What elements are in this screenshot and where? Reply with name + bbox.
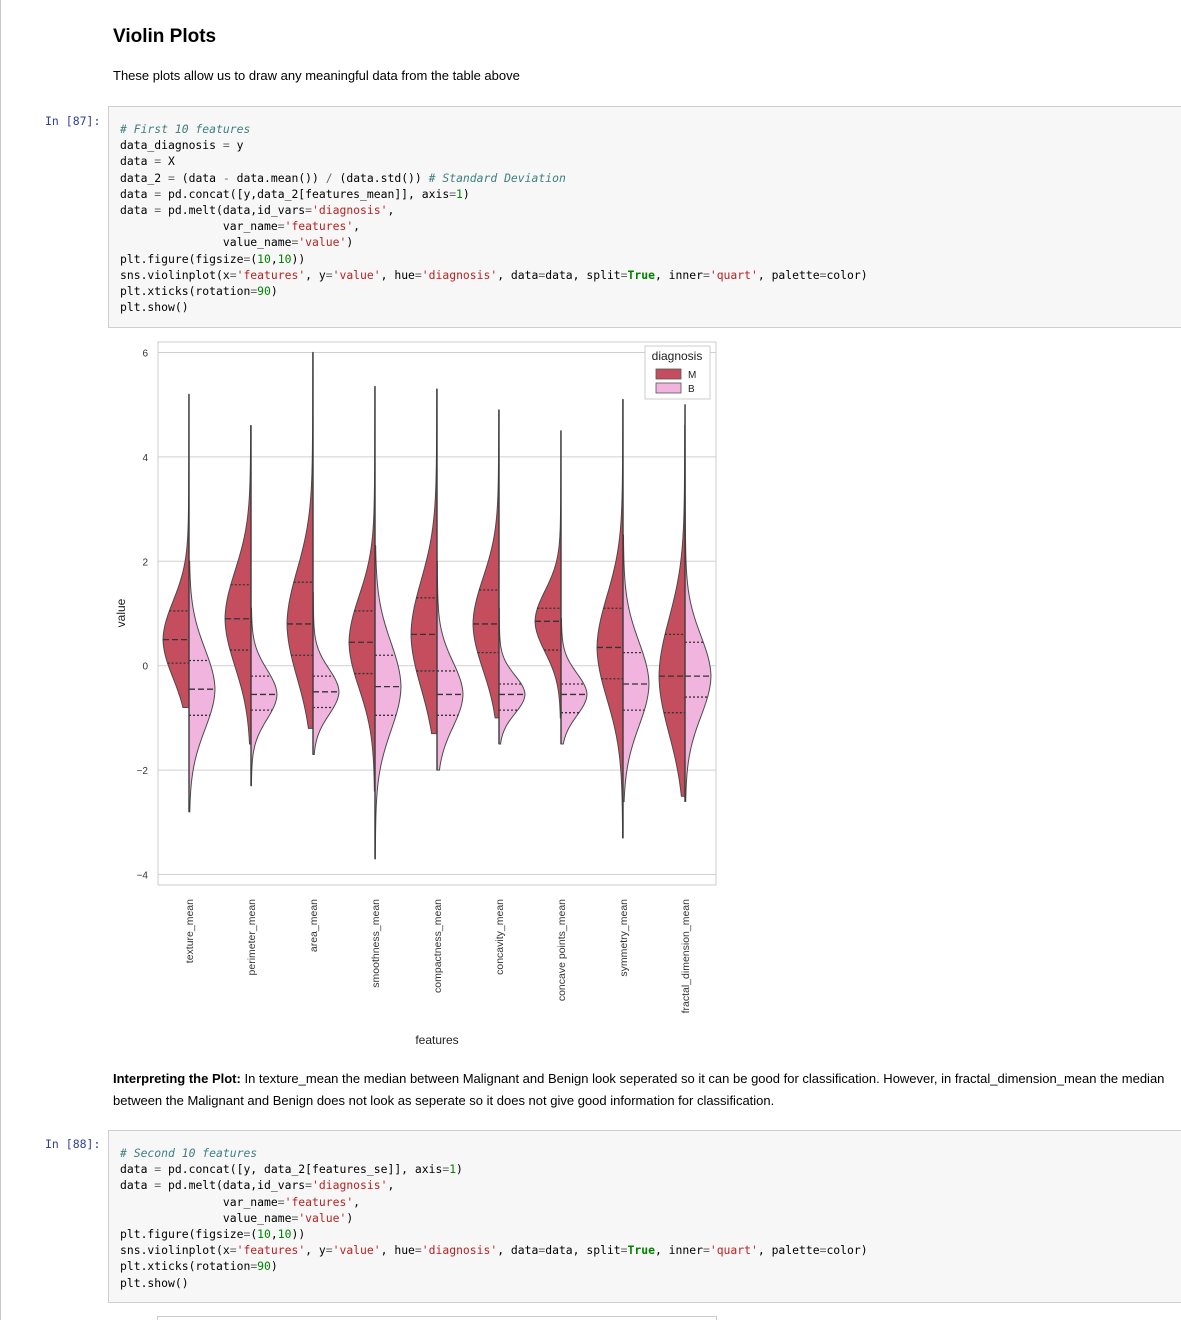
- code-line[interactable]: var_name='features',: [120, 1194, 361, 1209]
- y-tick-label: 4: [142, 453, 148, 464]
- cell-prompt-88: In [88]:: [45, 1137, 101, 1151]
- code-editor-87[interactable]: # First 10 features data_diagnosis = y d…: [109, 107, 1181, 315]
- code-line[interactable]: plt.xticks(rotation=90): [120, 1259, 278, 1274]
- x-tick-label: compactness_mean: [432, 899, 444, 993]
- code-cell-87[interactable]: # First 10 features data_diagnosis = y d…: [108, 106, 1181, 328]
- code-line[interactable]: plt.show(): [120, 300, 189, 315]
- y-tick-label: 0: [142, 662, 148, 673]
- cell-prompt-87: In [87]:: [45, 114, 101, 128]
- code-line[interactable]: plt.xticks(rotation=90): [120, 284, 278, 299]
- code-line[interactable]: sns.violinplot(x='features', y='value', …: [120, 267, 868, 282]
- code-line[interactable]: # First 10 features: [120, 122, 251, 136]
- violin-half-B: [188, 560, 216, 813]
- y-tick-label: −2: [137, 766, 149, 777]
- violin-half-B: [560, 618, 588, 745]
- legend: diagnosis MB: [644, 345, 711, 400]
- code-line[interactable]: # Second 10 features: [120, 1146, 258, 1160]
- x-tick-label: area_mean: [308, 899, 320, 952]
- y-tick-label: −4: [137, 871, 149, 882]
- legend-label-B: B: [688, 384, 695, 395]
- code-line[interactable]: plt.figure(figsize=(10,10)): [120, 251, 306, 266]
- interpretation-label: Interpreting the Plot:: [113, 1071, 241, 1086]
- violin-fractal_dimension_mean: [658, 404, 712, 802]
- code-line[interactable]: data = pd.melt(data,id_vars='diagnosis',: [120, 1178, 395, 1193]
- x-axis-label: features: [415, 1033, 458, 1047]
- violin-smoothness_mean: [348, 385, 402, 860]
- violin-texture_mean: [162, 393, 216, 813]
- code-line[interactable]: value_name='value'): [120, 1210, 354, 1225]
- notebook-left-border: [0, 0, 1, 1320]
- code-line[interactable]: value_name='value'): [120, 235, 354, 250]
- code-line[interactable]: data = pd.melt(data,id_vars='diagnosis',: [120, 203, 395, 218]
- violin-half-B: [250, 607, 278, 787]
- x-tick-label: concave points_mean: [556, 899, 568, 1001]
- legend-swatch-B: [655, 382, 682, 394]
- code-cell-88[interactable]: # Second 10 features data = pd.concat([y…: [108, 1130, 1181, 1303]
- violin-half-B: [622, 534, 650, 802]
- legend-title: diagnosis: [652, 349, 703, 363]
- code-line[interactable]: data_2 = (data - data.mean()) / (data.st…: [120, 170, 566, 185]
- legend-label-M: M: [688, 370, 696, 381]
- violin-concavity_mean: [472, 409, 526, 745]
- code-line[interactable]: data_diagnosis = y: [120, 138, 244, 153]
- code-line[interactable]: data = pd.concat([y, data_2[features_se]…: [120, 1162, 463, 1177]
- x-tick-label: fractal_dimension_mean: [680, 899, 692, 1014]
- x-tick-label: texture_mean: [184, 899, 196, 963]
- violin-half-M: [224, 425, 252, 745]
- code-line[interactable]: sns.violinplot(x='features', y='value', …: [120, 1243, 868, 1258]
- violin-half-B: [374, 545, 402, 860]
- next-plot-frame: [157, 1316, 717, 1320]
- violin-concave-points_mean: [534, 430, 588, 745]
- code-line[interactable]: plt.figure(figsize=(10,10)): [120, 1227, 306, 1242]
- violin-area_mean: [286, 351, 340, 755]
- interpretation-text: In texture_mean the median between Malig…: [113, 1071, 1165, 1108]
- violin-compactness_mean: [410, 388, 464, 771]
- y-tick-label: 2: [142, 557, 148, 568]
- code-editor-88[interactable]: # Second 10 features data = pd.concat([y…: [109, 1131, 1181, 1291]
- code-line[interactable]: var_name='features',: [120, 219, 361, 234]
- x-tick-label: symmetry_mean: [618, 899, 630, 977]
- violin-symmetry_mean: [596, 398, 650, 839]
- y-axis-label: value: [114, 598, 128, 627]
- intro-text: These plots allow us to draw any meaning…: [113, 68, 520, 83]
- section-heading: Violin Plots: [113, 26, 217, 47]
- x-tick-label: concavity_mean: [494, 899, 506, 975]
- code-line[interactable]: plt.show(): [120, 1275, 189, 1290]
- x-tick-label: perimeter_mean: [246, 899, 258, 976]
- legend-swatch-M: [655, 368, 682, 380]
- code-line[interactable]: data = X: [120, 154, 175, 169]
- interpretation-paragraph: Interpreting the Plot: In texture_mean t…: [113, 1068, 1173, 1112]
- x-tick-label: smoothness_mean: [370, 899, 382, 988]
- y-tick-label: 6: [142, 348, 148, 359]
- violin-perimeter_mean: [224, 425, 278, 787]
- code-line[interactable]: data = pd.concat([y,data_2[features_mean…: [120, 186, 470, 201]
- violin-plot-chart: 6 4 2 0 −2 −4 value texture_mean perimeter_mean a…: [114, 341, 717, 1047]
